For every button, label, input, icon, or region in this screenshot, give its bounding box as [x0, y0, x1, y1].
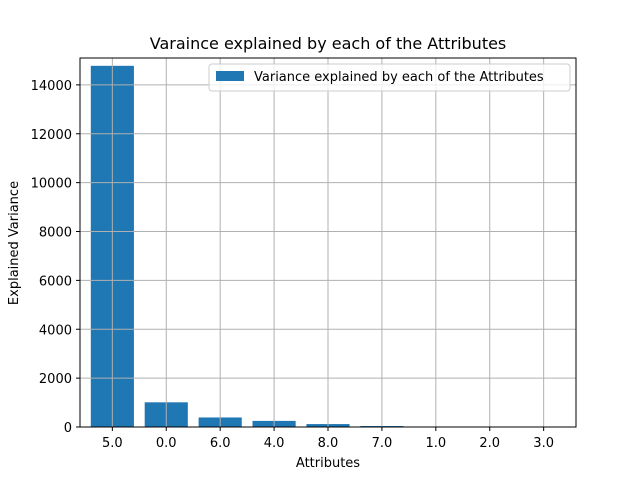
- legend-label: Variance explained by each of the Attrib…: [254, 70, 544, 85]
- x-tick-label: 8.0: [318, 436, 339, 451]
- x-tick-label: 0.0: [156, 436, 177, 451]
- y-tick-label: 14000: [31, 79, 72, 94]
- x-tick-label: 7.0: [372, 436, 393, 451]
- legend: Variance explained by each of the Attrib…: [208, 63, 571, 92]
- y-tick-label: 12000: [31, 128, 72, 143]
- y-tick-label: 10000: [31, 177, 72, 192]
- y-tick-label: 8000: [39, 226, 72, 241]
- x-tick-label: 4.0: [264, 436, 285, 451]
- legend-frame: [208, 63, 571, 92]
- x-tick-label: 2.0: [479, 436, 500, 451]
- axes: [76, 57, 577, 431]
- x-tick-label: 3.0: [533, 436, 554, 451]
- y-tick-label: 2000: [39, 372, 72, 387]
- y-tick-label: 4000: [39, 323, 72, 338]
- x-axis-label: Attributes: [296, 456, 360, 471]
- y-axis-label: Explained Variance: [7, 181, 22, 305]
- y-tick-label: 6000: [39, 274, 72, 289]
- legend-swatch: [216, 71, 244, 81]
- x-tick-label: 5.0: [102, 436, 123, 451]
- y-tick-labels: 0 2000 4000 6000 8000 10000 12000 14000: [31, 79, 72, 436]
- chart-title: Varaince explained by each of the Attrib…: [150, 34, 507, 53]
- x-tick-label: 6.0: [210, 436, 231, 451]
- x-tick-labels: 5.0 0.0 6.0 4.0 8.0 7.0 1.0 2.0 3.0: [102, 436, 554, 451]
- y-tick-label: 0: [64, 421, 72, 436]
- x-tick-label: 1.0: [425, 436, 446, 451]
- bars: [80, 58, 576, 428]
